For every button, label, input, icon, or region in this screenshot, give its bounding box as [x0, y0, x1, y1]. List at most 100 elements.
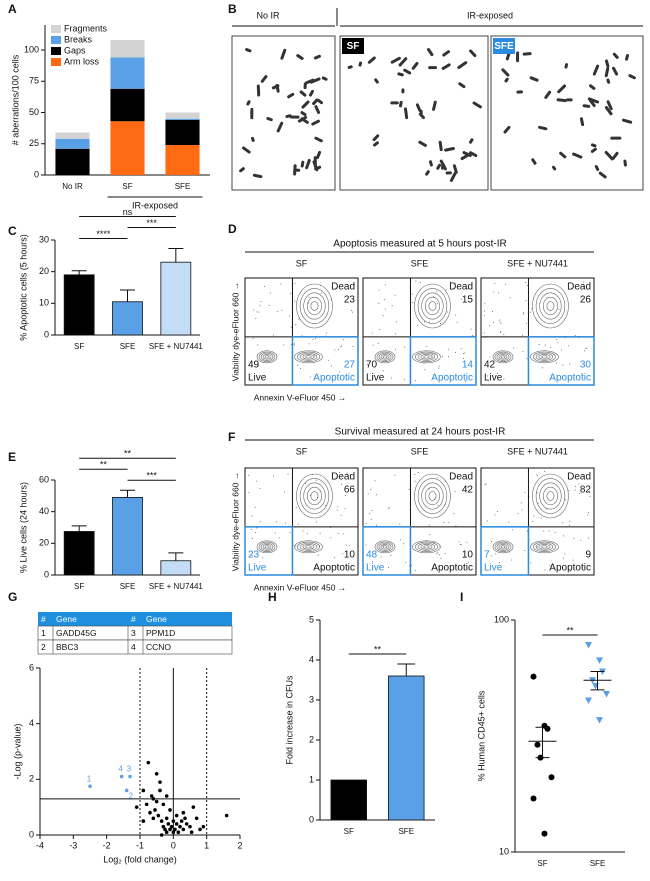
event: [250, 528, 252, 530]
event: [432, 356, 434, 358]
event: [365, 544, 367, 546]
contour: [546, 301, 555, 311]
event: [253, 309, 255, 311]
contour: [417, 478, 448, 514]
event: [330, 299, 332, 301]
contour: [262, 544, 272, 550]
event: [486, 520, 488, 522]
quadrant-label: Apoptotic: [431, 563, 473, 574]
event: [280, 283, 282, 285]
table-header-cell: #: [41, 614, 46, 624]
event: [284, 522, 286, 524]
chromosome: [612, 66, 619, 76]
point: [194, 816, 199, 821]
contour: [302, 544, 315, 550]
event: [438, 546, 440, 548]
event: [379, 328, 381, 330]
quadrant-value: 48: [366, 550, 378, 561]
chromosome: [390, 56, 401, 64]
event: [444, 503, 446, 505]
event: [331, 365, 333, 367]
contour: [303, 292, 326, 320]
contour: [414, 473, 451, 519]
event: [513, 347, 515, 349]
point: [173, 827, 177, 832]
chromosome: [245, 48, 252, 53]
event: [319, 532, 321, 534]
event: [580, 539, 582, 541]
event: [387, 508, 389, 510]
chromosome: [276, 121, 284, 133]
event: [503, 378, 505, 380]
chromosome: [582, 104, 591, 108]
event: [536, 491, 538, 493]
table-cell: 3: [131, 628, 136, 638]
event: [335, 567, 337, 569]
contour: [498, 544, 508, 550]
point: [134, 805, 139, 809]
event: [337, 506, 339, 508]
y-tick-label: 2: [29, 774, 34, 784]
significance-label: **: [374, 644, 382, 654]
bar: [63, 531, 95, 576]
bar: [160, 560, 192, 576]
contour: [424, 486, 440, 506]
event: [337, 533, 339, 535]
event: [575, 485, 577, 487]
event: [261, 557, 263, 559]
event: [558, 309, 560, 311]
point: [164, 830, 169, 835]
chromosome: [429, 160, 433, 167]
chromosome: [401, 88, 405, 94]
event: [520, 502, 522, 504]
chromosome: [321, 76, 328, 81]
event: [256, 311, 258, 313]
event: [336, 509, 338, 511]
chromosome: [610, 136, 622, 140]
point: [171, 830, 176, 835]
event: [370, 489, 372, 491]
event: [371, 561, 373, 563]
contour: [258, 351, 276, 362]
contour: [374, 350, 396, 364]
panel-letter: A: [8, 2, 17, 16]
x-tick-label: SF: [74, 582, 84, 591]
y-tick-label: 30: [39, 234, 49, 244]
contour: [296, 351, 320, 362]
event: [440, 557, 442, 559]
event: [414, 473, 416, 475]
chromosome: [390, 101, 399, 105]
chromosome: [457, 61, 468, 69]
point: [144, 802, 149, 807]
table-cell: 1: [41, 628, 46, 638]
chromosome: [250, 107, 254, 120]
event: [320, 292, 322, 294]
event: [308, 302, 310, 304]
bar-segment: [55, 148, 90, 175]
table-cell: 4: [131, 642, 136, 652]
event: [582, 281, 584, 283]
event: [378, 289, 380, 291]
event: [382, 370, 384, 372]
event: [438, 365, 440, 367]
event: [455, 525, 457, 527]
quadrant-label: Dead: [449, 472, 473, 483]
point: [158, 788, 162, 793]
contour: [376, 351, 394, 362]
point: [198, 827, 202, 832]
quadrant-value: 49: [248, 360, 260, 371]
contour: [532, 283, 569, 329]
chromosome: [428, 66, 438, 70]
point-label: 4: [118, 765, 123, 774]
event: [341, 483, 343, 485]
event: [540, 517, 542, 519]
chromosome: [313, 156, 317, 168]
y-tick-label: 1: [309, 774, 314, 784]
panel-letter: G: [8, 590, 17, 604]
bar-segment: [165, 145, 200, 175]
quadrant-label: Apoptotic: [313, 373, 355, 384]
event: [431, 353, 433, 355]
bar: [112, 497, 143, 576]
chromosome: [313, 54, 321, 60]
point: [171, 819, 176, 823]
